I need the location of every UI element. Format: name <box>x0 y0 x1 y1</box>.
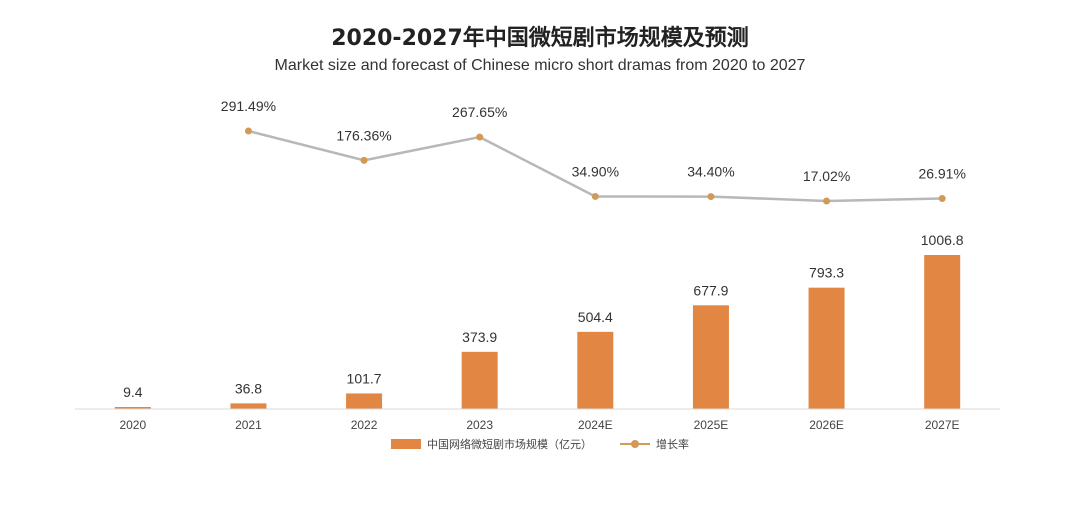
growth-point-2025E <box>707 193 715 201</box>
x-tick-2026E: 2026E <box>809 418 844 432</box>
growth-label-2023: 267.65% <box>452 104 507 120</box>
x-tick-2020: 2020 <box>119 418 146 432</box>
bar-2023 <box>461 351 498 409</box>
bar-label-2025E: 677.9 <box>693 282 728 298</box>
growth-line-series <box>244 127 946 205</box>
growth-point-2024E <box>591 192 599 200</box>
legend-item-growth-rate: 增长率 <box>620 436 689 452</box>
legend-label-market-size: 中国网络微短剧市场规模（亿元） <box>427 438 592 451</box>
bar-series <box>114 255 961 409</box>
x-tick-2025E: 2025E <box>694 418 729 432</box>
growth-label-2022: 176.36% <box>336 127 391 143</box>
growth-label-2026E: 17.02% <box>803 168 850 184</box>
bar-2025E <box>692 305 729 409</box>
bar-label-2026E: 793.3 <box>809 265 844 281</box>
legend-item-market-size: 中国网络微短剧市场规模（亿元） <box>391 436 592 452</box>
legend-bar-swatch <box>391 439 421 449</box>
bar-2026E <box>808 287 845 409</box>
legend: 中国网络微短剧市场规模（亿元） 增长率 <box>0 436 1080 452</box>
bar-data-labels: 9.4 36.8 101.7 373.9 504.4 677.9 793.3 1006.8 <box>123 232 964 400</box>
x-tick-2021: 2021 <box>235 418 262 432</box>
bar-2024E <box>577 331 614 409</box>
legend-label-growth-rate: 增长率 <box>656 438 689 451</box>
bar-2027E <box>924 255 961 409</box>
growth-point-2027E <box>938 194 946 202</box>
growth-data-labels: 291.49% 176.36% 267.65% 34.90% 34.40% 17.02% 2… <box>221 98 966 184</box>
legend-line-swatch <box>620 439 650 449</box>
chart-title: 2020-2027年中国微短剧市场规模及预测 <box>331 26 749 51</box>
growth-label-2024E: 34.90% <box>572 163 619 179</box>
bar-label-2020: 9.4 <box>123 384 143 400</box>
growth-point-2023 <box>476 133 484 141</box>
bar-2020 <box>114 407 151 409</box>
x-tick-labels: 2020 2021 2022 2023 2024E 2025E 2026E 2027E <box>119 418 959 432</box>
bar-2022 <box>346 393 383 409</box>
growth-label-2025E: 34.40% <box>687 164 734 180</box>
growth-point-2022 <box>360 156 368 164</box>
x-tick-2023: 2023 <box>466 418 493 432</box>
x-tick-2024E: 2024E <box>578 418 613 432</box>
growth-label-2021: 291.49% <box>221 98 276 114</box>
bar-2021 <box>230 403 267 409</box>
x-tick-2027E: 2027E <box>925 418 960 432</box>
x-tick-2022: 2022 <box>351 418 378 432</box>
chart-subtitle: Market size and forecast of Chinese micr… <box>274 57 806 74</box>
bar-label-2024E: 504.4 <box>578 309 613 325</box>
bar-label-2027E: 1006.8 <box>921 232 964 248</box>
bar-label-2023: 373.9 <box>462 329 497 345</box>
growth-label-2027E: 26.91% <box>918 165 965 181</box>
bar-label-2021: 36.8 <box>235 380 262 396</box>
growth-point-2021 <box>244 127 252 135</box>
growth-point-2026E <box>823 197 831 205</box>
bar-label-2022: 101.7 <box>347 370 382 386</box>
